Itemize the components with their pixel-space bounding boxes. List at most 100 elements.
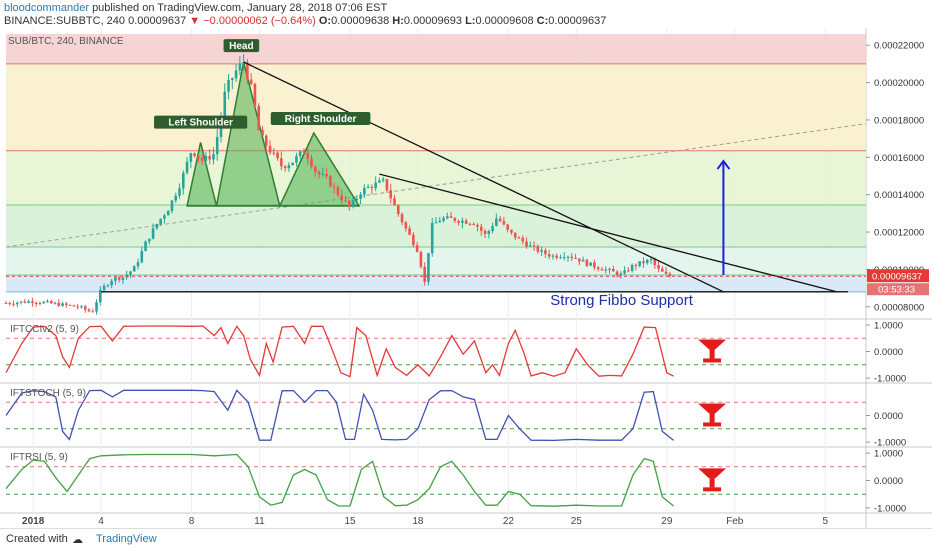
candle-body (593, 262, 596, 268)
candle-body (159, 218, 162, 224)
candle-body (287, 165, 291, 169)
candle-body (27, 301, 30, 303)
funnel-top (698, 403, 727, 414)
candle-body (638, 261, 641, 266)
candle-body (611, 268, 615, 272)
publish-info: bloodcommander published on TradingView.… (4, 2, 387, 14)
candle-body (121, 277, 125, 280)
candle-body (68, 304, 72, 306)
iftstoch-title: IFTSTOCH (5, 9) (10, 388, 86, 399)
candle-body (555, 255, 559, 258)
candle-body (472, 224, 476, 226)
candle-body (174, 195, 178, 201)
candle-body (132, 266, 136, 272)
candle-body (581, 259, 585, 262)
candle-body (491, 225, 494, 232)
candle-body (272, 152, 276, 154)
candle-body (585, 259, 589, 266)
last-price-label: 0.00009637 (872, 272, 922, 283)
x-tick-5: 5 (822, 516, 828, 527)
candle-body (185, 161, 189, 173)
candle-body (231, 78, 234, 81)
candle-body (374, 182, 377, 189)
candle-body (589, 262, 592, 266)
candle-body (412, 234, 415, 246)
candle-body (457, 220, 460, 223)
close-value: 0.00009637 (548, 15, 607, 27)
candle-body (208, 156, 211, 160)
target-arrow-head-icon (716, 159, 731, 170)
candle-body (634, 264, 638, 266)
author-link[interactable]: bloodcommander (4, 2, 89, 14)
main-pane-title: SUB/BTC, 240, BINANCE (8, 36, 124, 47)
iftstoch-y-tick: -1.0000 (874, 438, 906, 449)
funnel-base (703, 422, 722, 427)
candle-body (510, 229, 513, 233)
candle-body (495, 218, 498, 226)
y-tick-0.00008000: 0.00008000 (874, 302, 924, 313)
funnel-stem (709, 349, 715, 359)
chart-canvas[interactable]: 2018 4 8 11 15 18 22 25 29 Feb 5 0.00022000 0.000200… (0, 28, 932, 528)
candle-body (370, 186, 374, 189)
candle-body (306, 152, 310, 159)
y-tick-0.00018000: 0.00018000 (874, 115, 924, 126)
candle-body (57, 302, 61, 306)
annotation-box-head (223, 39, 260, 53)
candle-body (148, 238, 151, 242)
funnel-stem (709, 413, 715, 423)
candle-body (513, 232, 517, 238)
candle-body (487, 231, 491, 234)
candle-body (442, 218, 445, 221)
trend-dashed-line (5, 123, 867, 248)
candle-body (110, 280, 113, 286)
low-value: 0.00009608 (475, 15, 534, 27)
y-tick-0.00012000: 0.00012000 (874, 228, 924, 239)
candle-body (283, 166, 287, 169)
candle-body (189, 153, 193, 162)
candle-body (178, 188, 181, 196)
last-price: 0.00009637 (128, 15, 187, 27)
funnel-top (698, 339, 727, 350)
x-tick-8: 8 (189, 516, 195, 527)
candle-body (87, 309, 91, 312)
footer-bar: Created with ☁ TradingView (0, 528, 932, 550)
x-tick-22: 22 (503, 516, 515, 527)
candle-body (521, 237, 525, 242)
tradingview-brand[interactable]: TradingView (96, 533, 157, 545)
candle-body (23, 301, 27, 303)
candle-body (506, 224, 509, 230)
candle-body (19, 301, 23, 303)
candle-body (38, 303, 42, 305)
candle-body (264, 135, 268, 146)
candle-body (479, 226, 483, 231)
candle-body (136, 262, 140, 267)
candle-body (464, 220, 468, 224)
candle-body (42, 301, 46, 304)
candle-body (332, 186, 336, 188)
x-tick-Feb: Feb (726, 516, 744, 527)
candle-body (446, 216, 449, 219)
open-value: 0.00009638 (331, 15, 390, 27)
candle-body (351, 200, 355, 207)
candle-body (8, 303, 12, 305)
candle-body (310, 158, 313, 167)
candle-body (76, 306, 79, 308)
candle-body (468, 223, 472, 225)
candle-body (46, 301, 49, 303)
last-price-badge (867, 269, 929, 283)
candle-body (329, 176, 332, 187)
annotation-right-shoulder: Right Shoulder (285, 114, 357, 125)
annotation-strong-fibbo-support: Strong Fibbo Support (550, 292, 693, 309)
candle-body (623, 270, 626, 274)
candle-body (257, 105, 261, 131)
candle-body (476, 224, 479, 227)
candle-body (295, 156, 298, 163)
candle-body (627, 270, 630, 272)
candle-body (559, 257, 562, 259)
annotation-box-left-shoulder (154, 115, 248, 129)
candle-body (393, 198, 396, 206)
candle-body (344, 200, 347, 202)
high-value: 0.00009693 (403, 15, 463, 27)
candle-body (381, 179, 385, 181)
candle-body (321, 174, 325, 176)
